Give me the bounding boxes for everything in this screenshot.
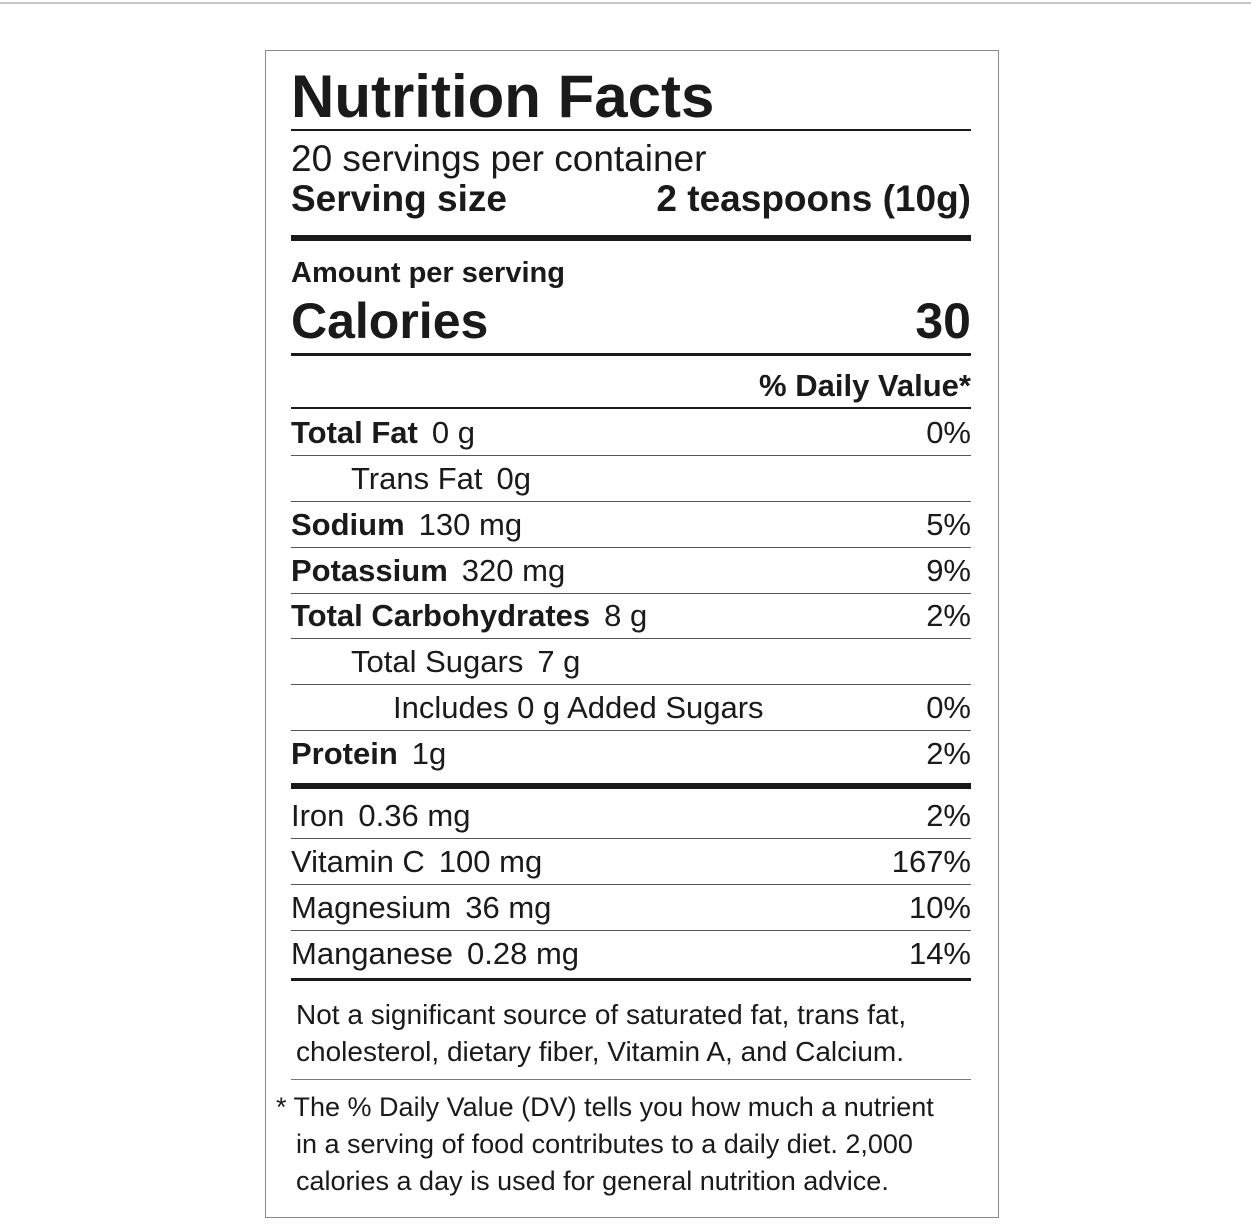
dv-header: % Daily Value* [759, 368, 971, 403]
daily-value: 167% [891, 844, 971, 879]
rule [291, 235, 971, 241]
nutrient-name: Vitamin C [291, 844, 425, 879]
nutrient-amount: 320 mg [461, 553, 566, 588]
calories-label: Calories [291, 293, 489, 349]
nutrient-name: Potassium [291, 553, 448, 588]
top-border [0, 2, 1251, 4]
daily-value: 0% [926, 415, 971, 450]
rule [291, 547, 971, 548]
label-box [265, 50, 999, 1218]
calories-value: 30 [915, 293, 971, 349]
daily-value: 9% [926, 553, 971, 588]
rule [291, 638, 971, 639]
rule [291, 455, 971, 456]
title: Nutrition Facts [291, 63, 715, 130]
nutrient-amount: 130 mg [418, 507, 523, 542]
rule [291, 783, 971, 789]
rule [291, 593, 971, 594]
nutrient: Sodium 130 mg [291, 509, 522, 540]
nutrient-name: Total Fat [291, 415, 418, 450]
nutrient-name: Iron [291, 798, 345, 833]
serving-size-label: Serving size [291, 178, 507, 219]
serving-size-value: 2 teaspoons (10g) [656, 178, 971, 219]
daily-value: 2% [926, 598, 971, 633]
rule [291, 407, 971, 409]
nutrient: Iron 0.36 mg [291, 800, 470, 831]
daily-value: 2% [926, 798, 971, 833]
nutrient-amount: 8 g [604, 598, 648, 633]
rule [291, 129, 971, 131]
footnote-line: calories a day is used for general nutri… [296, 1166, 889, 1196]
nutrient-amount: 0.36 mg [358, 798, 471, 833]
nutrient-amount: 1g [411, 736, 447, 771]
rule [291, 838, 971, 839]
rule [291, 501, 971, 502]
rule [291, 730, 971, 731]
nutrient-amount: 0.28 mg [467, 936, 580, 971]
nutrient: Manganese 0.28 mg [291, 938, 579, 969]
footnote-line: * The % Daily Value (DV) tells you how m… [276, 1092, 934, 1122]
nutrient: Total Fat 0 g [291, 417, 475, 448]
nutrient: Trans Fat 0g [351, 463, 531, 494]
nutrient-name: Magnesium [291, 890, 452, 925]
nutrient-amount: 100 mg [438, 844, 543, 879]
nutrient-amount: 36 mg [465, 890, 552, 925]
nutrient-name: Sodium [291, 507, 405, 542]
nutrient-name: Trans Fat [351, 461, 483, 496]
nutrient: Vitamin C 100 mg [291, 846, 542, 877]
nutrient: Protein 1g [291, 738, 446, 769]
daily-value: 2% [926, 736, 971, 771]
rule [291, 353, 971, 356]
nutrient: Magnesium 36 mg [291, 892, 551, 923]
amount-per-serving: Amount per serving [291, 257, 565, 289]
rule [291, 1079, 971, 1080]
rule [291, 978, 971, 981]
nutrient: Potassium 320 mg [291, 555, 565, 586]
nutrient-name: Manganese [291, 936, 454, 971]
nutrient: Includes 0 g Added Sugars [393, 692, 764, 723]
note-line: cholesterol, dietary fiber, Vitamin A, a… [296, 1036, 905, 1067]
nutrient-amount: 0 g [431, 415, 475, 450]
nutrient-name: Total Carbohydrates [291, 598, 591, 633]
footnote-line: in a serving of food contributes to a da… [296, 1129, 913, 1159]
daily-value: 5% [926, 507, 971, 542]
rule [291, 930, 971, 931]
daily-value: 0% [926, 690, 971, 725]
daily-value: 10% [908, 890, 971, 925]
nutrient: Total Carbohydrates 8 g [291, 600, 647, 631]
nutrient-amount: 7 g [537, 644, 581, 679]
nutrient: Total Sugars 7 g [351, 646, 580, 677]
rule [291, 684, 971, 685]
servings: 20 servings per container [291, 138, 707, 179]
rule [291, 884, 971, 885]
nutrient-name: Total Sugars [351, 644, 524, 679]
nutrient-amount: 0g [496, 461, 531, 496]
nutrient-name: Includes 0 g Added Sugars [393, 690, 764, 725]
note-line: Not a significant source of saturated fa… [296, 999, 907, 1030]
daily-value: 14% [908, 936, 971, 971]
nutrient-name: Protein [291, 736, 398, 771]
